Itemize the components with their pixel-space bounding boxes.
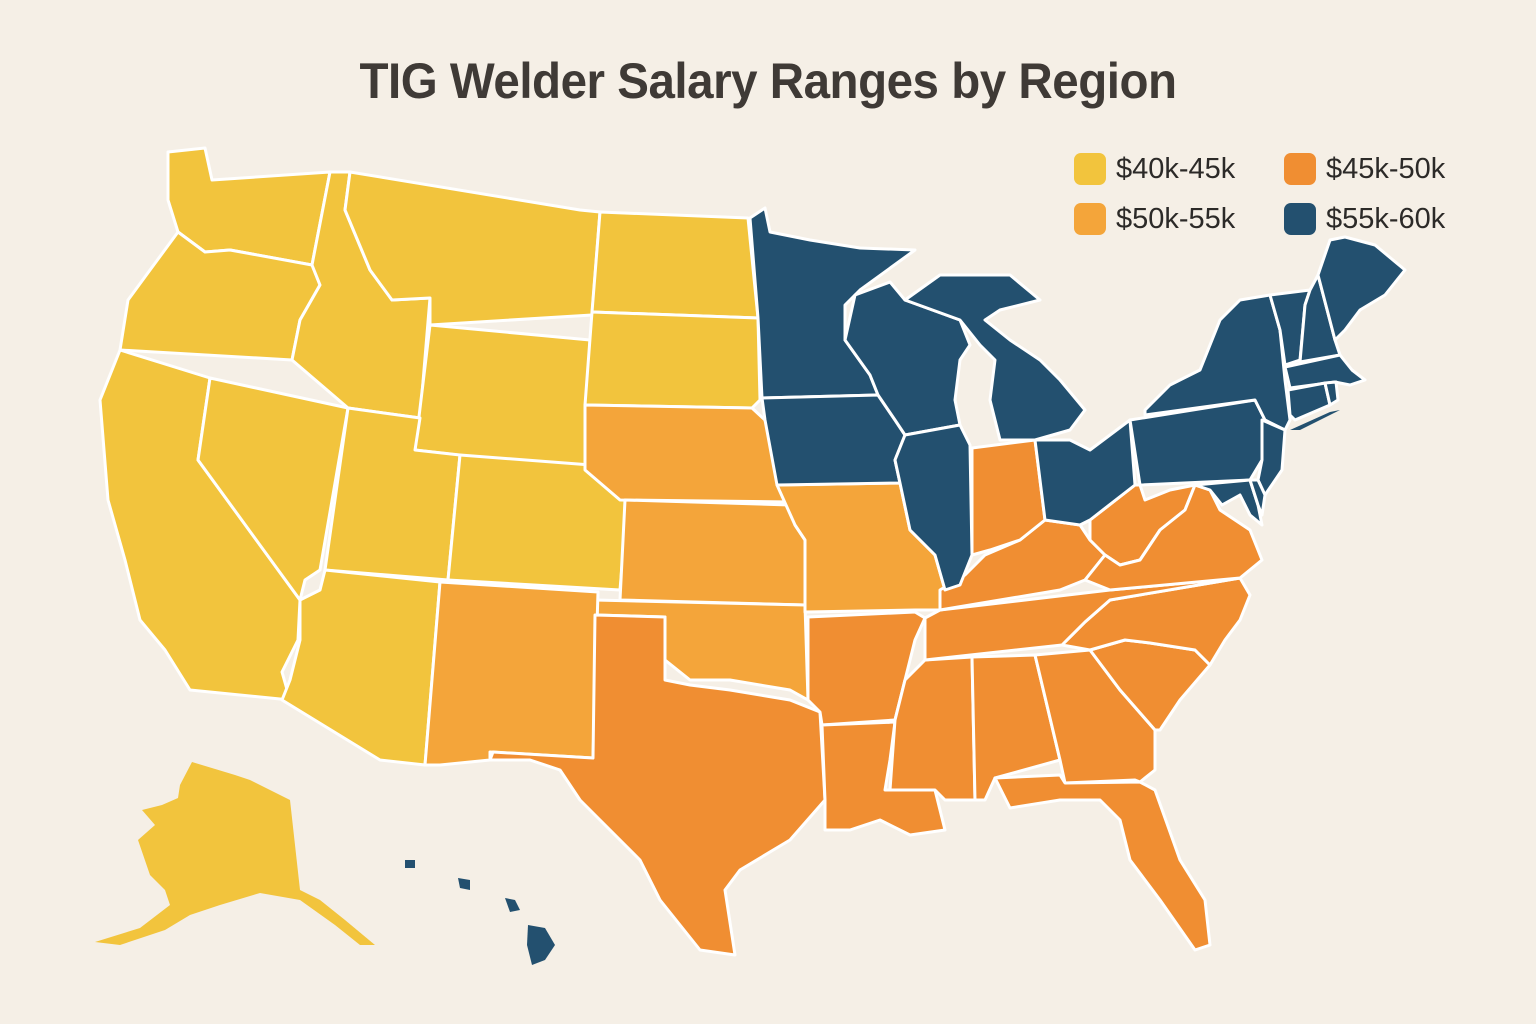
state-sd <box>583 310 762 410</box>
legend-label: $50k-55k <box>1116 202 1236 235</box>
state-il <box>893 423 974 592</box>
state-me <box>1316 235 1407 342</box>
legend-swatch <box>1074 203 1106 235</box>
legend-swatch <box>1284 203 1316 235</box>
state-nm <box>423 580 600 767</box>
legend-item-40-45: $40k-45k <box>1074 150 1284 188</box>
state-ak <box>95 762 375 945</box>
state-nd <box>590 210 760 320</box>
state-wy <box>413 323 592 472</box>
legend-item-55-60: $55k-60k <box>1284 200 1484 238</box>
state-fl <box>993 773 1212 952</box>
state-hi-kauai <box>405 860 415 868</box>
legend: $40k-45k $45k-50k $50k-55k $55k-60k <box>1074 150 1484 238</box>
legend-swatch <box>1284 153 1316 185</box>
state-hi-oahu <box>458 878 470 890</box>
state-ks <box>618 498 807 607</box>
state-nj <box>1256 418 1287 497</box>
legend-item-45-50: $45k-50k <box>1284 150 1484 188</box>
state-va <box>1083 483 1264 592</box>
legend-label: $45k-50k <box>1326 152 1446 185</box>
state-de <box>1248 478 1267 517</box>
state-az <box>280 568 442 767</box>
legend-label: $40k-45k <box>1116 152 1236 185</box>
legend-swatch <box>1074 153 1106 185</box>
state-mt <box>343 170 602 327</box>
legend-label: $55k-60k <box>1326 202 1446 235</box>
state-mi <box>903 273 1087 442</box>
state-tx <box>488 613 827 957</box>
state-oh <box>1033 418 1137 527</box>
state-ia <box>760 393 907 487</box>
state-ri <box>1323 380 1340 407</box>
map-title: TIG Welder Salary Ranges by Region <box>359 53 1177 109</box>
state-ne <box>583 403 792 504</box>
state-la <box>820 720 947 837</box>
state-hi <box>527 925 555 965</box>
state-ky <box>938 518 1107 612</box>
state-ny-li <box>1290 410 1340 430</box>
state-hi-maui <box>505 898 520 912</box>
state-ct <box>1286 381 1332 422</box>
legend-item-50-55: $50k-55k <box>1074 200 1284 238</box>
